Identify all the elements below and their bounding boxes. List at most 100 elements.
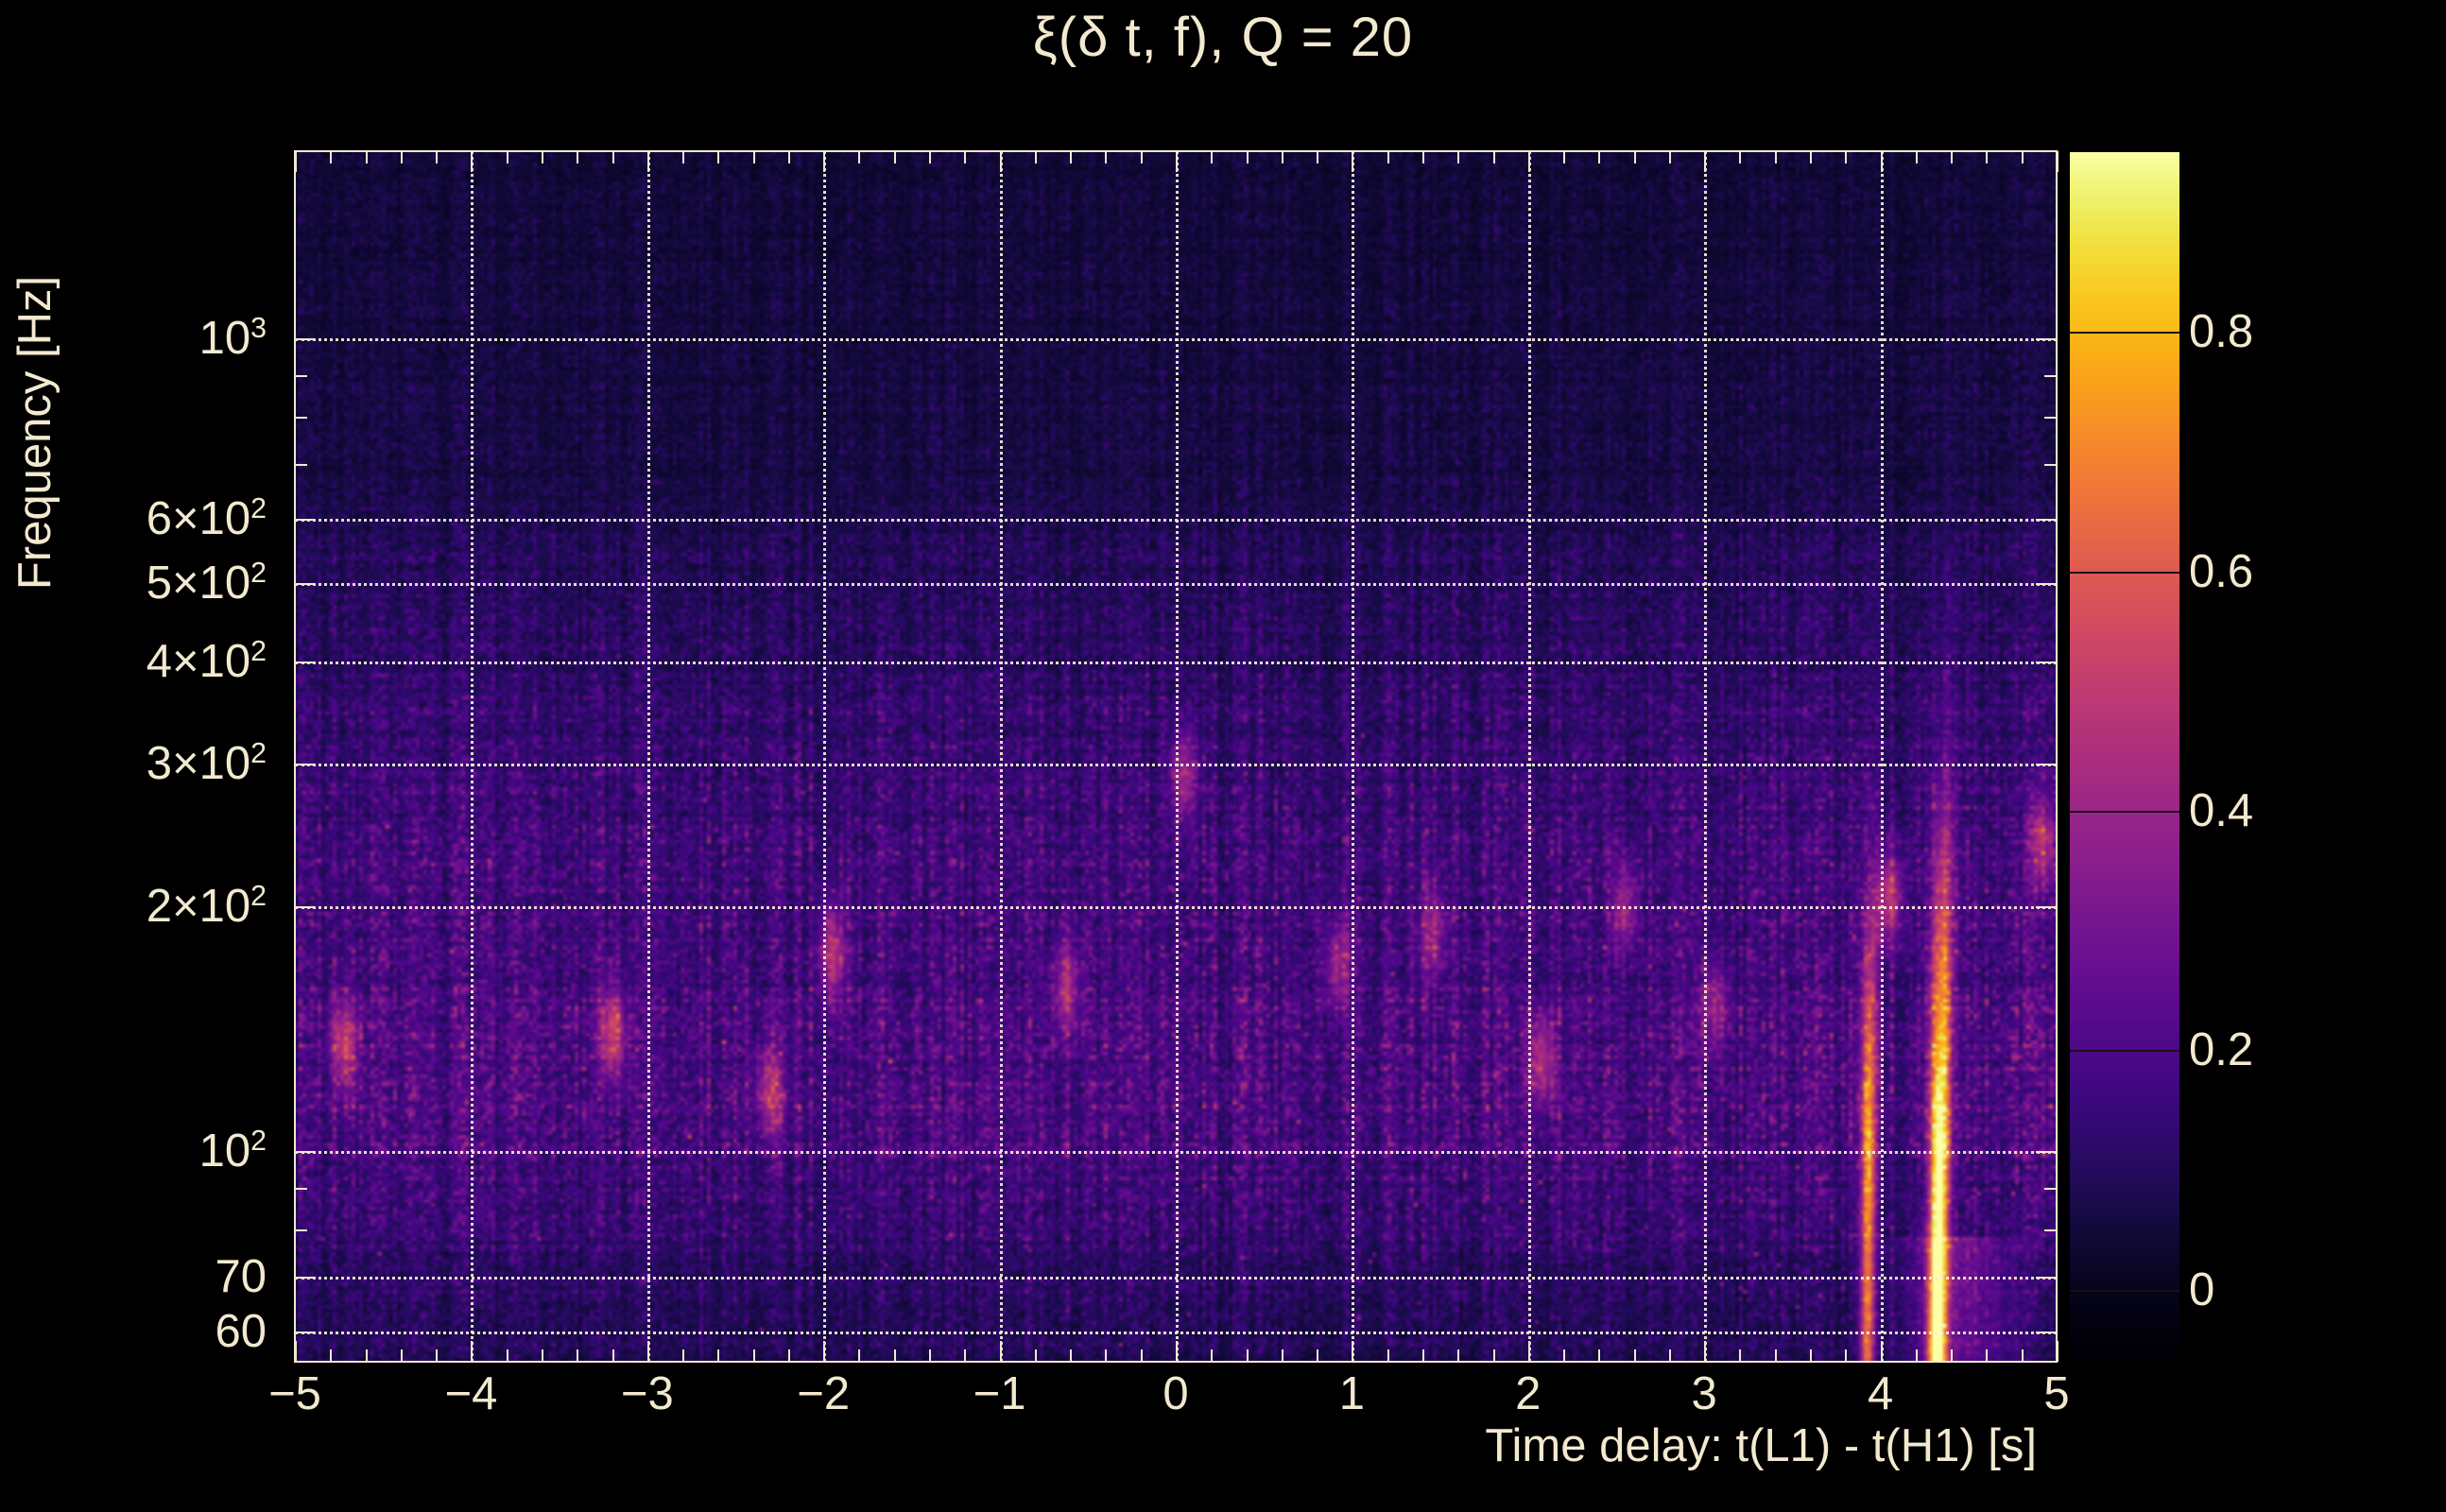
x-tick-major [823,1341,826,1362]
x-tick-major-top [2057,151,2058,172]
x-tick-minor-top [1070,151,1073,163]
x-tick-label: −5 [268,1368,321,1419]
gridline-vertical [1176,151,1179,1362]
x-tick-minor-top [1563,151,1566,163]
x-tick-minor-top [893,151,896,163]
x-tick-minor [1492,1349,1495,1362]
gridline-vertical [471,151,474,1362]
x-tick-minor-top [1034,151,1037,163]
x-tick-minor [330,1349,333,1362]
gridline-horizontal [295,338,2057,342]
x-tick-label: 3 [1691,1368,1717,1419]
x-tick-minor [929,1349,932,1362]
x-tick-minor [752,1349,755,1362]
gridline-horizontal [295,763,2057,766]
x-tick-major-top [471,151,474,172]
x-tick-minor-top [1739,151,1742,163]
x-tick-minor [1633,1349,1636,1362]
y-tick-label: 102 [198,1124,267,1177]
x-tick-minor [1211,1349,1214,1362]
colorbar-tick-label: 0.2 [2189,1024,2254,1076]
x-tick-minor [1317,1349,1319,1362]
x-tick-minor-top [2021,151,2024,163]
y-tick-major [295,1276,316,1279]
x-tick-minor-top [1845,151,1848,163]
x-tick-minor [365,1349,368,1362]
x-tick-minor-top [717,151,720,163]
x-tick-label: −4 [444,1368,498,1419]
x-tick-major-top [823,151,826,172]
x-tick-minor [787,1349,790,1362]
x-tick-minor [1598,1349,1601,1362]
x-tick-major [295,1341,297,1362]
x-tick-minor [1951,1349,1954,1362]
gridline-vertical [1527,151,1531,1362]
y-tick-major-right [2036,763,2057,765]
x-tick-major-top [1527,151,1530,172]
x-tick-minor-top [330,151,333,163]
y-tick-minor [295,1229,307,1232]
x-tick-major [1527,1341,1530,1362]
x-tick-minor [541,1349,543,1362]
x-tick-minor-top [1457,151,1460,163]
y-tick-major-right [2036,518,2057,521]
y-tick-major-right [2036,1331,2057,1333]
x-axis-title: Time delay: t(L1) - t(H1) [s] [1485,1420,2037,1471]
colorbar-tick-label: 0.4 [2189,785,2254,837]
y-tick-major [295,1150,316,1153]
x-tick-minor-top [787,151,790,163]
x-tick-minor [1421,1349,1424,1362]
x-tick-minor [1915,1349,1918,1362]
y-tick-minor-right [2044,417,2057,420]
y-tick-label: 70 [215,1250,267,1302]
y-tick-major [295,518,316,521]
x-tick-minor-top [752,151,755,163]
x-tick-minor-top [1633,151,1636,163]
x-tick-major [1704,1341,1707,1362]
x-tick-minor [1810,1349,1813,1362]
x-tick-minor-top [1951,151,1954,163]
y-tick-minor-right [2044,1229,2057,1232]
x-tick-label: 0 [1163,1368,1189,1419]
x-tick-minor [612,1349,614,1362]
y-tick-minor [295,417,307,420]
x-tick-minor [1668,1349,1671,1362]
x-tick-minor-top [682,151,685,163]
x-tick-minor [1034,1349,1037,1362]
colorbar-tick [2070,1289,2179,1292]
x-tick-label: 4 [1867,1368,1894,1419]
y-tick-major [295,1331,316,1333]
y-tick-major-right [2036,338,2057,341]
colorbar-tick [2070,1050,2179,1053]
x-tick-minor-top [365,151,368,163]
y-tick-minor-right [2044,464,2057,467]
x-tick-minor-top [577,151,579,163]
x-tick-label: 2 [1515,1368,1542,1419]
x-tick-minor [1246,1349,1249,1362]
gridline-vertical [646,151,650,1362]
x-tick-major [471,1341,474,1362]
x-tick-minor [1739,1349,1742,1362]
y-tick-major [295,338,316,341]
plot-area [295,151,2057,1362]
y-tick-minor [295,1188,307,1191]
x-tick-minor-top [1387,151,1389,163]
y-tick-major [295,763,316,765]
x-tick-minor [1845,1349,1848,1362]
colorbar-tick-label: 0 [2189,1263,2215,1315]
x-tick-major [1176,1341,1178,1362]
y-tick-label: 3×102 [146,736,267,789]
x-tick-minor [858,1349,861,1362]
colorbar-gradient [2070,152,2179,1362]
y-tick-minor [295,464,307,467]
gridline-horizontal [295,582,2057,586]
x-tick-minor [964,1349,967,1362]
x-tick-major-top [646,151,649,172]
gridline-horizontal [295,906,2057,909]
x-tick-major [999,1341,1002,1362]
colorbar-tick [2070,332,2179,335]
x-tick-minor-top [1598,151,1601,163]
x-tick-minor [1281,1349,1283,1362]
x-tick-minor-top [1774,151,1777,163]
